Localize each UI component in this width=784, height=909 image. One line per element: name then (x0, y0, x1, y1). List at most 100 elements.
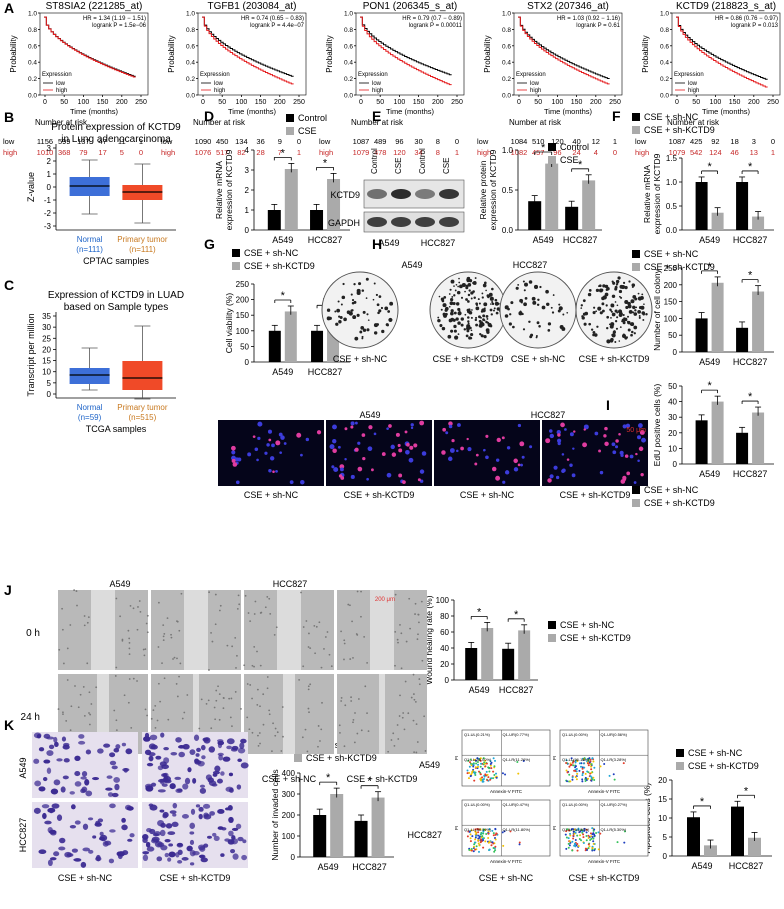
colony (343, 317, 347, 322)
panel-letter-D: D (204, 108, 214, 124)
invaded-cell (237, 758, 243, 763)
invasion-label: CSE + sh-NC (58, 873, 113, 883)
invaded-cell (82, 823, 89, 830)
invaded-cell (228, 772, 234, 777)
edu-nucleus (398, 448, 403, 453)
wound-texture (349, 604, 351, 607)
flow-event (489, 763, 492, 766)
flow-event (591, 833, 594, 836)
colony (375, 293, 379, 297)
km-xtick-label: 50 (60, 99, 68, 106)
flow-event (518, 843, 521, 846)
edu-nucleus (278, 432, 283, 437)
legend-swatch (232, 262, 240, 270)
colony (638, 314, 641, 317)
colony (541, 305, 546, 310)
km-risk-low-label: low (319, 137, 331, 146)
wound-texture (309, 647, 312, 650)
km-risk-high-value: 1 (455, 148, 459, 157)
invaded-cell (42, 777, 48, 782)
colony (628, 280, 631, 283)
invaded-cell (209, 811, 216, 816)
edu-nucleus (300, 479, 305, 485)
colony (450, 309, 454, 313)
km-plot-frame (197, 12, 307, 96)
flow-event (616, 841, 619, 844)
box-ytick-label: 10 (42, 368, 51, 377)
colony (361, 335, 364, 338)
colony (504, 305, 509, 310)
flow-event (590, 763, 593, 766)
wound-texture (254, 600, 257, 603)
invaded-cell (95, 856, 102, 862)
flow-event (580, 765, 583, 768)
invaded-cell (226, 738, 235, 745)
wound-texture (178, 629, 181, 632)
wound-texture (396, 638, 399, 641)
colony (490, 313, 493, 316)
km-risk-high-value: 368 (58, 148, 71, 157)
flow-event (479, 828, 482, 831)
edu-nucleus (280, 435, 285, 440)
wound-texture (262, 693, 265, 696)
km-risk-low-value: 36 (256, 137, 264, 146)
bar (545, 163, 559, 230)
box-group-label: Primary tumor (117, 403, 168, 412)
bar-chart-L: 05101520Apoptotic cells (%)*A549*HCC827C… (642, 748, 772, 871)
legend-swatch (632, 263, 640, 271)
colony (593, 306, 596, 309)
km-legend-low: low (530, 81, 540, 87)
flow-event (613, 778, 616, 781)
invaded-cell (74, 781, 82, 787)
flow-event (489, 764, 492, 767)
wound-texture (356, 634, 359, 636)
wound-texture (157, 682, 160, 685)
wound-texture (412, 673, 415, 676)
colony (488, 292, 493, 297)
flow-label: CSE + sh-NC (479, 873, 534, 883)
blot-band (367, 189, 387, 199)
invaded-cell (202, 803, 211, 809)
box-group-label: Normal (77, 403, 103, 412)
bar-category-label: A549 (699, 469, 720, 479)
km-risk-high-value: 1010 (37, 148, 54, 157)
dish-cell-label: HCC827 (513, 260, 548, 270)
bar-ylabel: Relative protein (478, 160, 488, 219)
invaded-cell (217, 826, 224, 830)
wound-texture (339, 731, 341, 734)
wound-texture (302, 626, 305, 628)
invaded-cell (63, 758, 70, 763)
wound-texture (222, 707, 225, 710)
km-legend-high: high (530, 88, 541, 94)
wound-texture (83, 624, 86, 627)
km-risk-low-value: 120 (551, 137, 564, 146)
wound-texture (137, 606, 139, 608)
wound-texture (266, 595, 269, 598)
km-hr-text: HR = 0.74 (0.65 − 0.83) (241, 16, 304, 22)
wound-texture (353, 741, 356, 744)
flow-event (582, 842, 585, 845)
bar-ytick-label: 150 (664, 298, 678, 307)
colony (475, 316, 478, 319)
flow-xaxis-label: Annexin-V FITC (490, 859, 523, 864)
wound-texture (146, 714, 148, 717)
bar (518, 630, 531, 680)
edu-nucleus (496, 437, 501, 443)
bar-ytick-label: 0 (673, 460, 678, 469)
flow-event (501, 831, 504, 834)
invaded-cell (181, 857, 189, 861)
bar-ylabel: Wound healing rate (%) (424, 595, 434, 684)
edu-nucleus (638, 446, 644, 452)
colony (615, 327, 619, 330)
edu-nucleus (268, 438, 272, 442)
wound-texture (57, 708, 60, 710)
flow-event (494, 849, 497, 852)
colony (558, 303, 561, 306)
invaded-cell (33, 758, 40, 764)
colony (468, 308, 471, 311)
flow-event (477, 757, 480, 760)
invaded-cell (207, 835, 212, 839)
wound-label: CSE + sh-KCTD9 (347, 774, 418, 784)
flow-event (565, 769, 568, 772)
